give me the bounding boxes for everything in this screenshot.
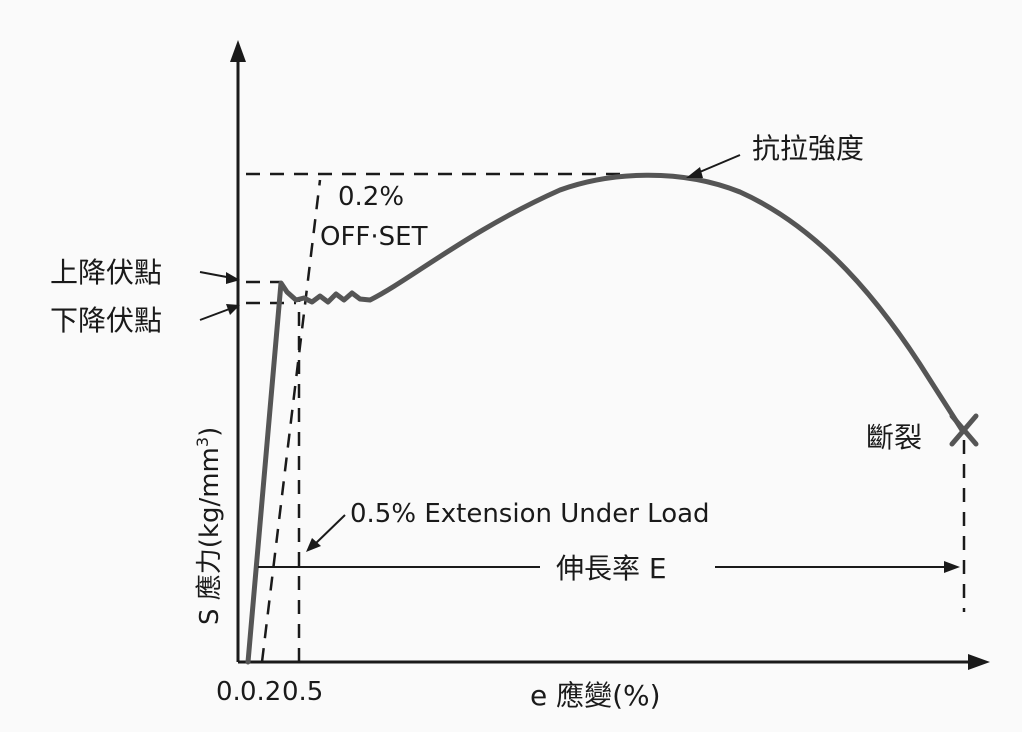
tensile-strength-label: 抗拉強度 — [752, 132, 864, 165]
elongation-dimension — [258, 561, 960, 573]
callout-arrows — [199, 154, 741, 552]
stress-strain-curve — [245, 172, 965, 665]
dashed-guides — [246, 172, 966, 663]
upper-yield-label: 上降伏點 — [50, 256, 162, 289]
x-axis-arrowhead — [968, 654, 990, 670]
y-axis-title: S 應力(kg/mm3) — [193, 427, 225, 625]
elongation-label: 伸長率 E — [556, 552, 667, 585]
x-tick-05: 0.5 — [282, 677, 323, 707]
offset-line — [260, 179, 322, 663]
x-tick-zero: 0. — [216, 677, 241, 707]
tensile-arrow — [694, 154, 741, 175]
eul-arrow — [313, 514, 346, 546]
offset-text-label: OFF·SET — [320, 222, 428, 252]
x-axis-title: e 應變(%) — [530, 679, 661, 712]
lower-yield-label: 下降伏點 — [50, 304, 162, 337]
eul-label: 0.5% Extension Under Load — [350, 499, 710, 529]
lower-yield-arrow — [199, 307, 233, 321]
fracture-mark — [949, 413, 979, 447]
y-axis-arrowhead — [230, 40, 246, 62]
x-tick-02: 0.2 — [240, 677, 281, 707]
fracture-label: 斷裂 — [866, 421, 922, 454]
axes — [230, 40, 990, 670]
offset-value-label: 0.2% — [338, 182, 404, 212]
